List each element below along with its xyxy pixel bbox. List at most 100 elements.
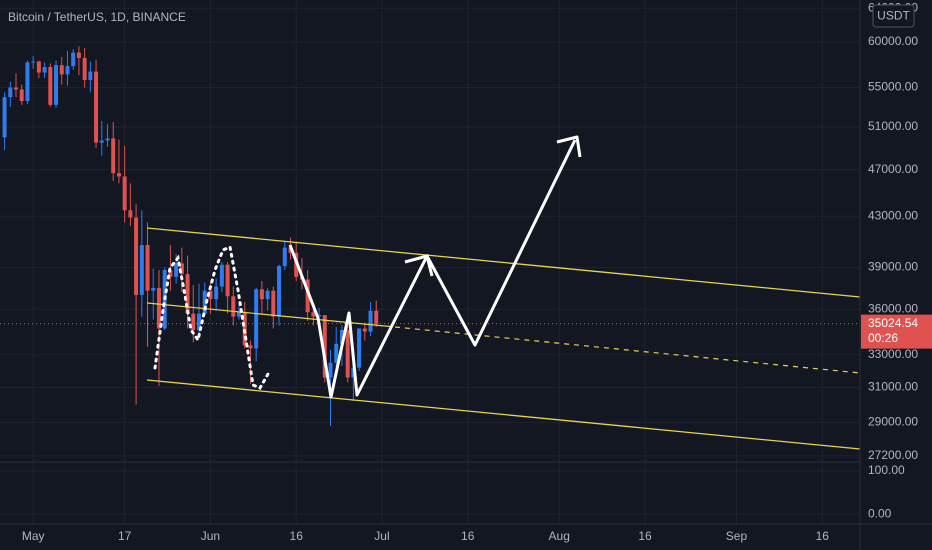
candle-body <box>25 62 30 102</box>
currency-label[interactable]: USDT <box>877 9 910 23</box>
chart-title: Bitcoin / TetherUS, 1D, BINANCE <box>8 10 186 24</box>
candle-body <box>202 290 207 314</box>
candle-body <box>71 52 76 67</box>
y-tick-label: 47000.00 <box>868 162 918 176</box>
currency-box[interactable] <box>872 4 915 28</box>
y-tick-label: 29000.00 <box>868 415 918 429</box>
drawings <box>146 135 861 450</box>
candle-body <box>254 289 259 349</box>
candle-body <box>128 210 133 218</box>
candle-body <box>94 71 99 143</box>
candle-body <box>168 270 173 277</box>
candle-body <box>42 67 47 73</box>
candle-body <box>185 274 190 314</box>
x-tick-label: Sep <box>726 529 748 543</box>
candle-body <box>59 65 64 75</box>
y-tick-label: 60000.00 <box>868 34 918 48</box>
candle-body <box>305 279 310 313</box>
candle-body <box>374 310 379 324</box>
y-tick-label: 55000.00 <box>868 80 918 94</box>
candle-body <box>134 217 139 295</box>
x-tick-label: 16 <box>816 529 830 543</box>
candle-body <box>334 343 339 363</box>
projection-path <box>288 139 577 399</box>
indicator-tick-label: 0.00 <box>868 506 892 520</box>
candle-body <box>196 313 201 331</box>
last-price-label: 35024.54 <box>868 316 918 330</box>
candle-body <box>271 290 276 317</box>
y-tick-label: 39000.00 <box>868 260 918 274</box>
candle-body <box>282 247 287 267</box>
candle-body <box>105 138 110 141</box>
candle-body <box>208 290 213 300</box>
candle-body <box>82 57 87 80</box>
y-tick-label: 33000.00 <box>868 347 918 361</box>
candle-body <box>362 328 367 332</box>
y-tick-label: 31000.00 <box>868 380 918 394</box>
x-tick-label: Aug <box>549 529 570 543</box>
candle-body <box>14 87 19 90</box>
candle-body <box>139 245 144 295</box>
indicator-tick-label: 100.00 <box>868 463 905 477</box>
x-tick-label: Jun <box>201 529 220 543</box>
candle-body <box>219 264 224 287</box>
candle-body <box>54 65 59 105</box>
candle-body <box>322 315 327 378</box>
arrow-head <box>404 254 434 277</box>
candle-body <box>8 87 13 98</box>
candle-body <box>88 71 93 80</box>
candle-body <box>191 313 196 331</box>
candle-body <box>248 345 253 349</box>
x-tick-label: Jul <box>374 529 389 543</box>
candle-body <box>214 286 219 300</box>
candle-body <box>156 287 161 329</box>
candle-body <box>311 312 316 317</box>
channel-top <box>146 227 861 298</box>
dotted-pattern <box>153 244 270 390</box>
candle-body <box>259 289 264 300</box>
candle-body <box>357 328 362 368</box>
candle-body <box>339 330 344 344</box>
candle-body <box>151 287 156 291</box>
x-tick-label: 16 <box>638 529 652 543</box>
y-tick-label: 36000.00 <box>868 301 918 315</box>
y-tick-label: 51000.00 <box>868 119 918 133</box>
x-tick-label: 17 <box>118 529 132 543</box>
candle-body <box>174 263 179 277</box>
candle-body <box>48 67 53 105</box>
candle-body <box>65 66 70 75</box>
candle-body <box>328 362 333 378</box>
candle-body <box>36 61 41 73</box>
last-price-box <box>861 314 932 349</box>
candle-body <box>225 264 230 297</box>
candle-body <box>265 290 270 300</box>
candle-body <box>179 263 184 275</box>
candle-body <box>242 312 247 346</box>
candle-body <box>122 176 127 211</box>
candle-body <box>31 61 36 63</box>
channel-bottom <box>146 379 861 450</box>
arrow-head <box>556 135 582 158</box>
candle-body <box>2 97 7 138</box>
candle-body <box>145 245 150 291</box>
candle-body <box>237 312 242 317</box>
candle-body <box>345 330 350 378</box>
candle-body <box>19 89 24 102</box>
countdown-label: 00:26 <box>868 331 898 345</box>
candle-body <box>76 52 81 58</box>
x-tick-label: 16 <box>290 529 304 543</box>
candle-body <box>111 138 116 174</box>
candle-body <box>116 173 121 177</box>
x-tick-label: May <box>22 529 45 543</box>
candle-body <box>231 296 236 317</box>
candle-body <box>368 310 373 332</box>
candle-body <box>317 315 322 317</box>
y-tick-label: 43000.00 <box>868 208 918 222</box>
x-tick-label: 16 <box>461 529 475 543</box>
candle-body <box>277 266 282 317</box>
y-tick-label: 27200.00 <box>868 448 918 462</box>
axis-layer: 27200.00 29000.00 31000.00 33000.00 36000.00… <box>22 0 932 543</box>
